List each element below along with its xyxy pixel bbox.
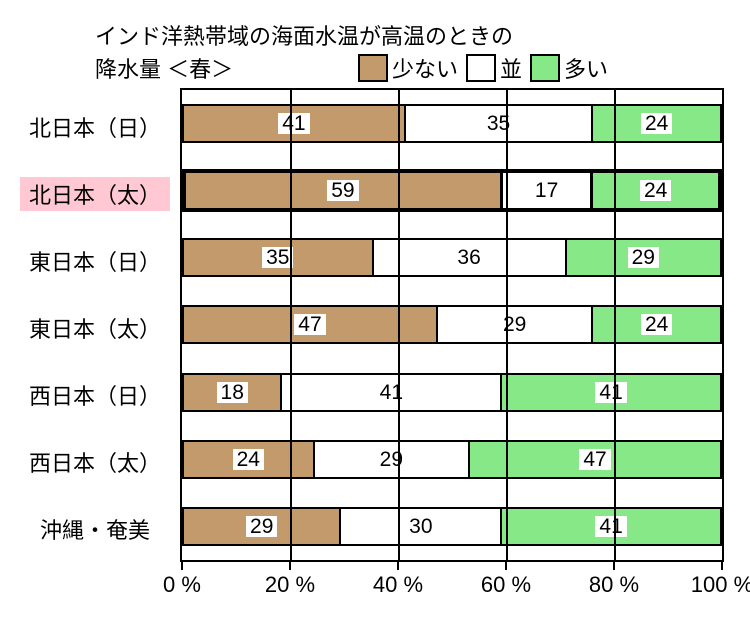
x-tick	[721, 560, 723, 570]
category-label: 北日本（太）	[20, 177, 170, 211]
bar-segment: 41	[184, 106, 404, 141]
x-tick	[289, 560, 291, 570]
bar-segment: 35	[184, 240, 372, 275]
legend-label-high: 多い	[564, 52, 608, 84]
bar-segment: 41	[280, 375, 500, 410]
bar: 29 30 41	[182, 507, 722, 546]
bar-value: 17	[531, 180, 562, 201]
bar-value: 41	[595, 516, 626, 537]
bar-segment: 35	[404, 106, 592, 141]
bar-value: 24	[641, 314, 672, 335]
bar-segment: 29	[565, 240, 720, 275]
x-tick	[505, 560, 507, 570]
bar-segment: 59	[186, 173, 500, 208]
bar-segment: 24	[591, 307, 720, 342]
category-label: 西日本（太）	[20, 445, 170, 479]
bar-row: 北日本（日）413524	[182, 90, 722, 157]
legend-label-mid: 並	[500, 52, 522, 84]
bar-segment: 17	[500, 173, 590, 208]
x-tick-label: 40 %	[373, 572, 423, 598]
x-tick-label: 0 %	[163, 572, 201, 598]
title-line-1: インド洋熱帯域の海面水温が高温のときの	[95, 24, 513, 49]
x-tick-label: 100 %	[691, 572, 750, 598]
title-line-2: 降水量 ＜春＞	[95, 57, 233, 82]
category-label: 沖縄・奄美	[20, 512, 170, 546]
bar-row: 西日本（日）184141	[182, 359, 722, 426]
bar-segment: 41	[500, 509, 720, 544]
bar-segment: 24	[590, 173, 718, 208]
bar: 24 29 47	[182, 440, 722, 479]
x-tick	[397, 560, 399, 570]
x-tick-label: 80 %	[589, 572, 639, 598]
x-tick	[613, 560, 615, 570]
bar-value: 29	[628, 247, 659, 268]
bar-segment: 36	[372, 240, 565, 275]
bar: 59 17 24	[182, 169, 722, 212]
bar-row: 西日本（太）242947	[182, 426, 722, 493]
legend-label-low: 少ない	[392, 52, 458, 84]
stacked-bar-chart: インド洋熱帯域の海面水温が高温のときの 降水量 ＜春＞ 少ない 並 多い 北日本…	[20, 20, 730, 620]
bar-segment: 18	[184, 375, 280, 410]
bar-row: 北日本（太）591724	[182, 157, 722, 224]
bar-value: 29	[246, 516, 277, 537]
category-label: 東日本（日）	[20, 244, 170, 278]
bar-segment: 29	[184, 509, 339, 544]
category-label: 東日本（太）	[20, 311, 170, 345]
bar-value: 36	[453, 247, 484, 268]
bar-value: 24	[233, 449, 264, 470]
bar-segment: 29	[313, 442, 468, 477]
bar-value: 47	[294, 314, 325, 335]
legend-swatch-high	[530, 54, 560, 82]
bar-row: 東日本（日）353629	[182, 224, 722, 291]
bar-value: 30	[405, 516, 436, 537]
bar-segment: 29	[436, 307, 591, 342]
legend-swatch-mid	[466, 54, 496, 82]
legend: 少ない 並 多い	[350, 52, 608, 84]
gridline	[506, 90, 508, 560]
bar-value: 41	[595, 382, 626, 403]
bar-value: 18	[217, 382, 248, 403]
bar-value: 35	[262, 247, 293, 268]
bar-row: 沖縄・奄美293041	[182, 493, 722, 560]
bar-value: 24	[641, 113, 672, 134]
bar-value: 35	[483, 113, 514, 134]
bar-value: 41	[376, 382, 407, 403]
category-label: 西日本（日）	[20, 378, 170, 412]
bar: 41 35 24	[182, 104, 722, 143]
legend-swatch-low	[358, 54, 388, 82]
gridline	[290, 90, 292, 560]
bar-segment: 41	[500, 375, 720, 410]
x-tick	[181, 560, 183, 570]
x-tick-label: 60 %	[481, 572, 531, 598]
bar-value: 29	[376, 449, 407, 470]
bar: 18 41 41	[182, 373, 722, 412]
bar-value: 59	[327, 180, 358, 201]
bar-value: 47	[579, 449, 610, 470]
x-tick-label: 20 %	[265, 572, 315, 598]
bar-value: 41	[278, 113, 309, 134]
bar-value: 24	[640, 180, 671, 201]
category-label: 北日本（日）	[20, 110, 170, 144]
bar-segment: 30	[339, 509, 500, 544]
bar: 47 29 24	[182, 305, 722, 344]
gridline	[614, 90, 616, 560]
bar-row: 東日本（太）472924	[182, 291, 722, 358]
bar-segment: 24	[184, 442, 313, 477]
gridline	[398, 90, 400, 560]
bar-segment: 24	[591, 106, 720, 141]
bar: 35 36 29	[182, 238, 722, 277]
plot-area: 北日本（日）413524北日本（太）591724東日本（日）353629東日本（…	[180, 88, 724, 562]
bar-value: 29	[499, 314, 530, 335]
